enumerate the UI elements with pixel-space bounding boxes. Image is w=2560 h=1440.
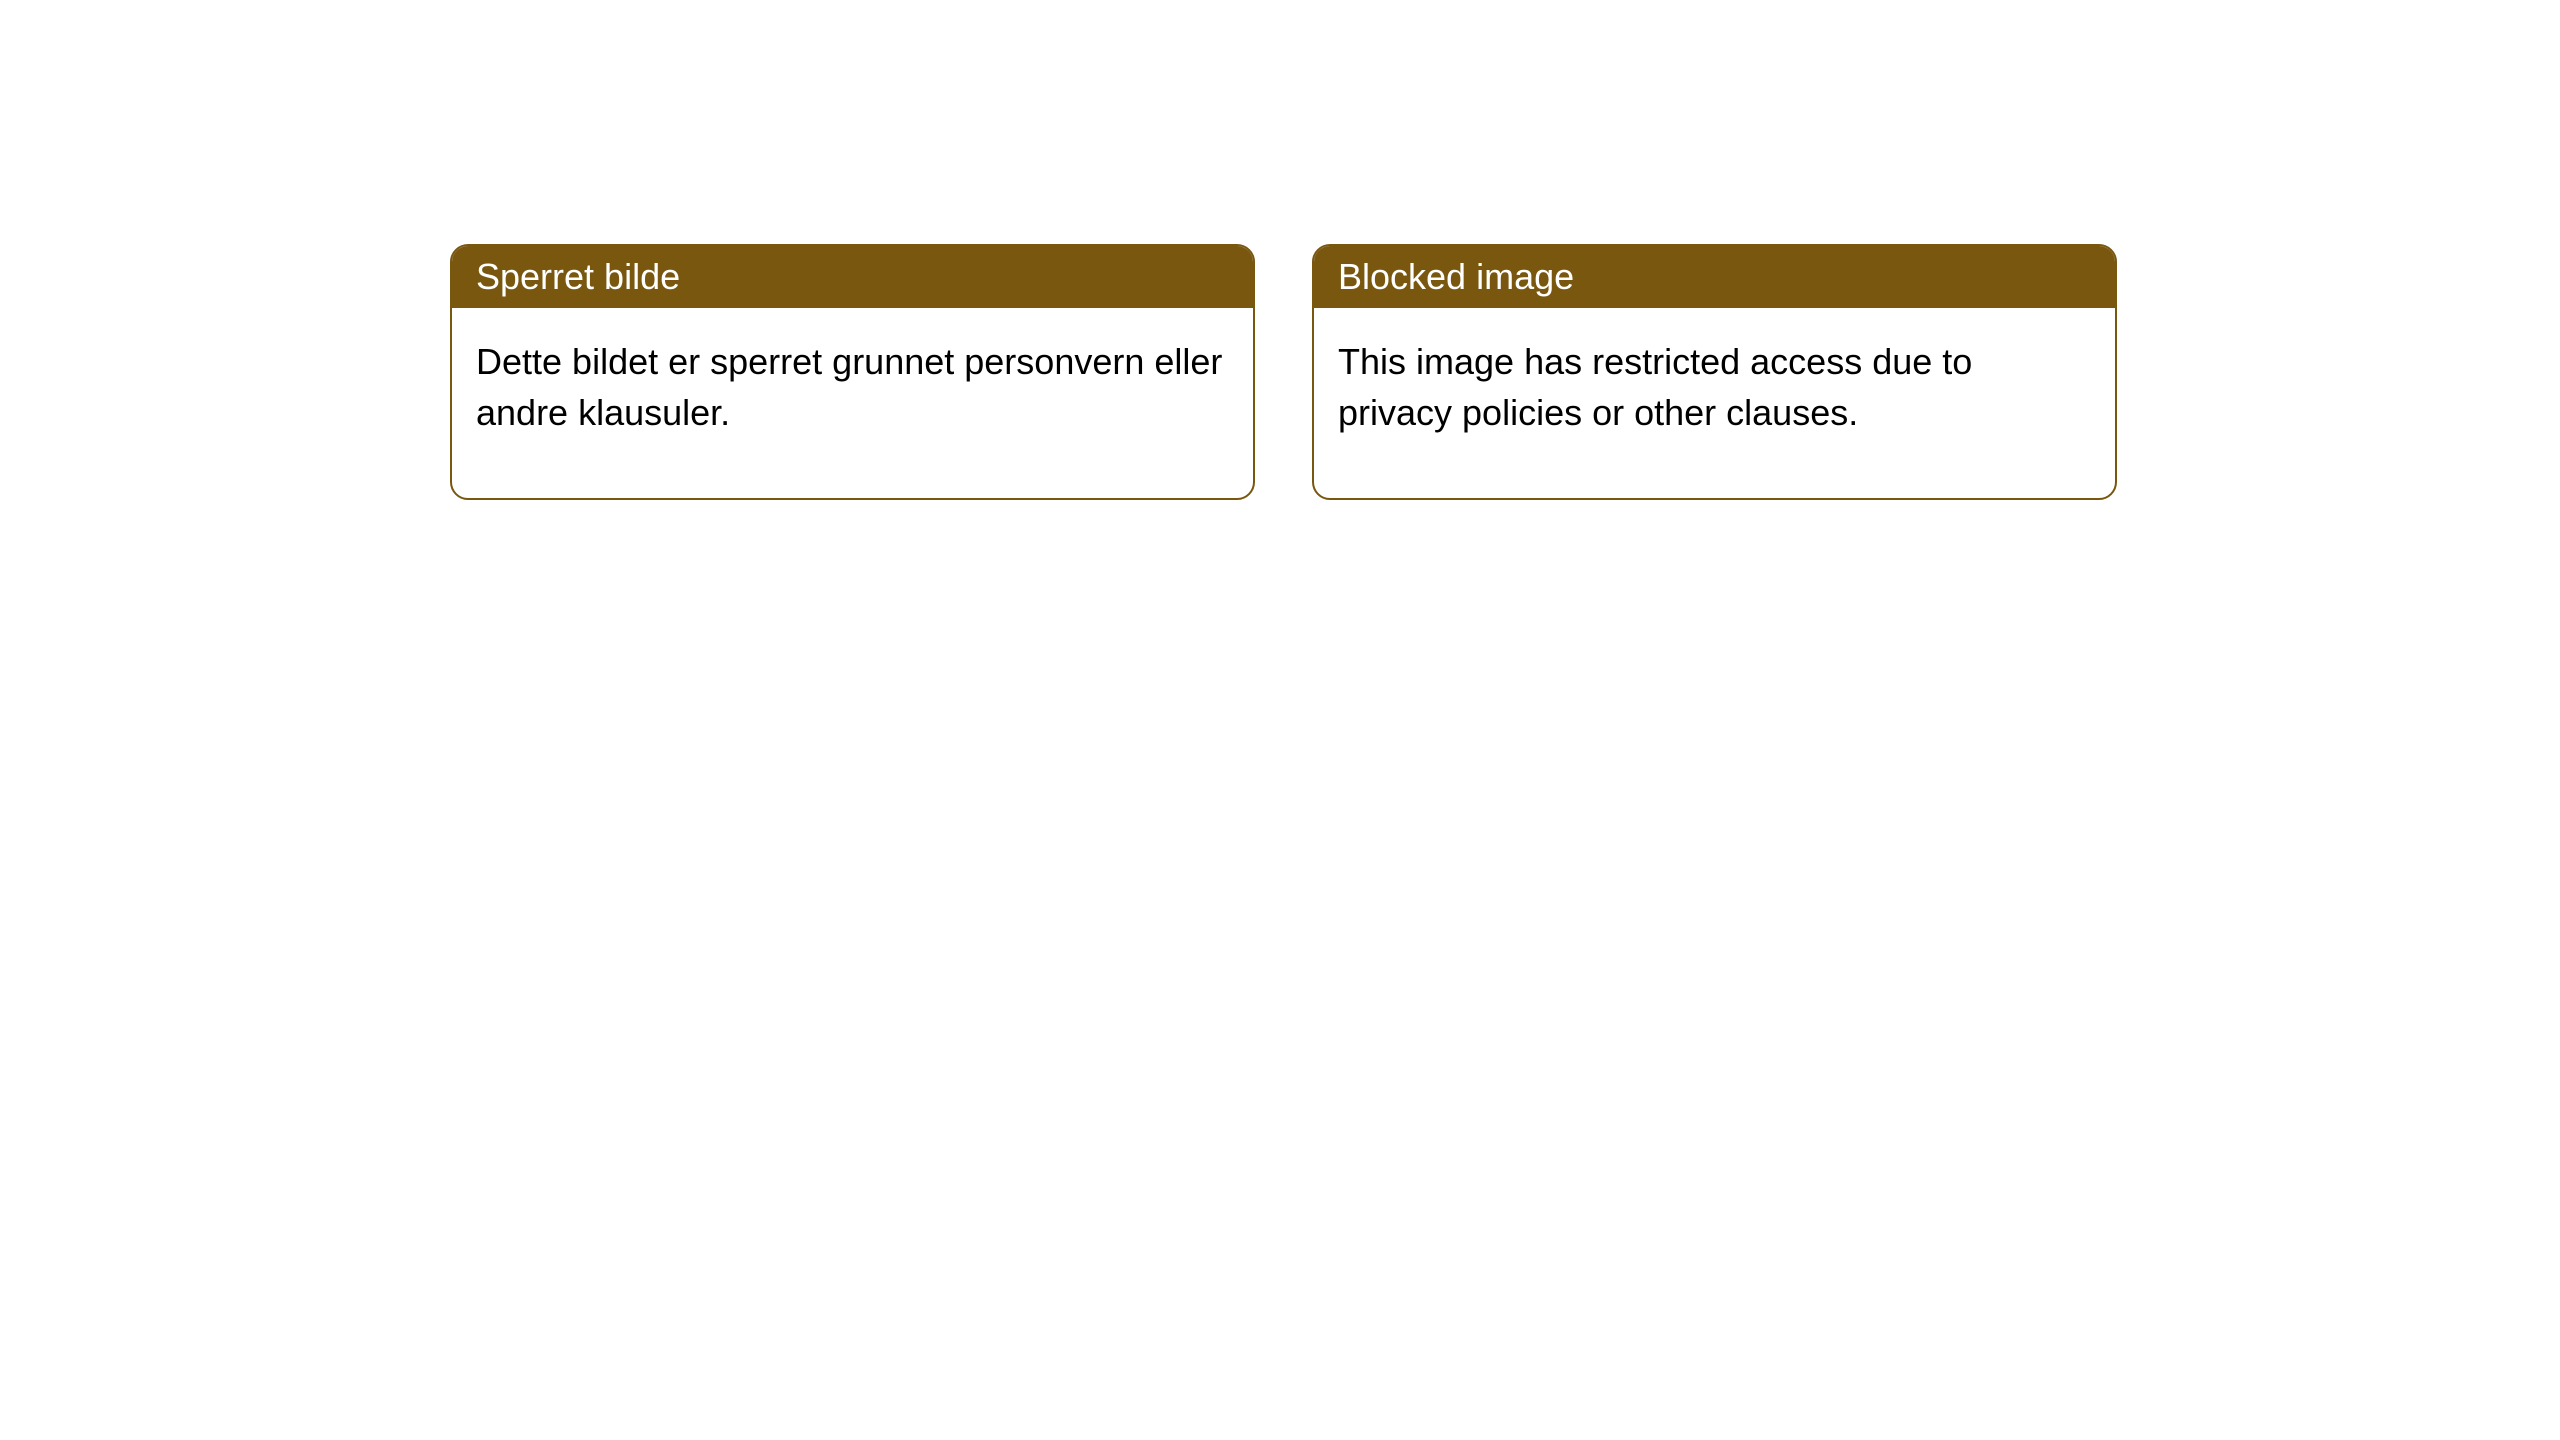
notice-header-no: Sperret bilde (452, 246, 1253, 308)
notice-container: Sperret bilde Dette bildet er sperret gr… (450, 244, 2117, 500)
notice-title-no: Sperret bilde (476, 256, 680, 297)
notice-card-en: Blocked image This image has restricted … (1312, 244, 2117, 500)
notice-card-no: Sperret bilde Dette bildet er sperret gr… (450, 244, 1255, 500)
notice-message-en: This image has restricted access due to … (1338, 341, 1972, 433)
notice-title-en: Blocked image (1338, 256, 1574, 297)
notice-message-no: Dette bildet er sperret grunnet personve… (476, 341, 1222, 433)
notice-body-no: Dette bildet er sperret grunnet personve… (452, 308, 1253, 498)
notice-header-en: Blocked image (1314, 246, 2115, 308)
notice-body-en: This image has restricted access due to … (1314, 308, 2115, 498)
